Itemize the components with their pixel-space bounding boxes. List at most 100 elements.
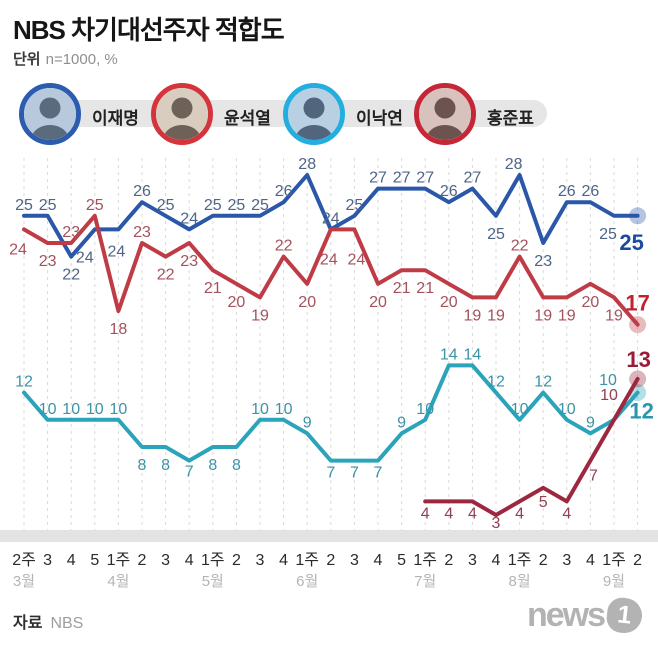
avatar-icon [156,88,208,140]
data-label: 4 [515,505,524,522]
data-label: 8 [161,457,170,474]
chart-line-hong-jun-pyo [423,377,640,517]
data-label: 23 [534,253,552,270]
data-label: 7 [374,465,383,482]
data-label: 24 [322,210,340,227]
data-label: 27 [464,170,482,187]
chart-line-lee-nak-yeon [22,363,640,463]
unit-label: 단위 [13,51,41,68]
data-label: 22 [157,267,175,284]
week-tick-label: 3 [161,552,170,569]
month-tick-label: 4월 [107,573,129,590]
week-tick-label: 4 [67,552,76,569]
data-label: 8 [208,457,217,474]
data-label: 10 [511,401,529,418]
data-label: 10 [600,387,618,404]
data-label: 22 [275,238,293,255]
data-label: 7 [350,465,359,482]
data-label: 19 [251,307,269,324]
data-label: 10 [416,401,434,418]
data-label: 25 [251,197,269,214]
data-label: 23 [62,224,80,241]
week-tick-label: 3 [256,552,265,569]
candidate-name: 윤석열 [224,109,271,128]
data-label: 19 [534,307,552,324]
data-label: 24 [9,241,27,258]
week-tick-label: 2 [232,552,241,569]
data-label: 21 [204,280,222,297]
data-label: 12 [15,374,33,391]
week-tick-label: 4 [492,552,501,569]
data-label: 14 [464,346,482,363]
news1-logo-word: news [526,596,606,634]
week-tick-label: 4 [374,552,383,569]
data-label: 19 [558,307,576,324]
avatar-icon [288,88,340,140]
data-label: 19 [464,307,482,324]
week-tick-label: 4 [586,552,595,569]
data-label: 27 [369,170,387,187]
endpoint-dot-lee-jae-myung [629,207,647,225]
data-label: 26 [558,183,576,200]
week-tick-label: 3 [43,552,52,569]
data-label: 9 [303,414,312,431]
data-label: 7 [589,468,598,485]
candidate-name: 홍준표 [487,109,534,128]
data-label: 17 [625,291,649,316]
data-label: 10 [275,401,293,418]
data-label: 25 [204,197,222,214]
value-labels-yoon-suk-yeol: 24 23 23 25 18 23 22 23 21 20 19 22 20 24 24 20 21 21 20 19… [9,197,650,338]
week-tick-label: 1주 [508,552,532,569]
month-tick-label: 6월 [296,573,318,590]
week-tick-label: 4 [185,552,194,569]
data-label: 21 [393,280,411,297]
gridlines [23,158,639,530]
avatar-icon [419,88,471,140]
data-label: 5 [539,494,548,511]
data-label: 20 [298,294,316,311]
data-label: 25 [15,197,33,214]
data-label: 10 [110,401,128,418]
data-label: 8 [232,457,241,474]
candidate-photo-4 [414,83,476,145]
axis-baseline-strip [0,530,658,542]
avatar-icon [24,88,76,140]
unit-note: 단위 n=1000, % [13,48,118,69]
week-tick-label: 4 [279,552,288,569]
source-value: NBS [50,615,84,632]
data-label: 26 [440,183,458,200]
data-label: 4 [468,505,477,522]
data-label: 26 [582,183,600,200]
source-note: 자료 NBS [13,609,83,633]
data-label: 10 [251,401,269,418]
candidate-photo-2 [151,83,213,145]
data-label: 18 [110,321,128,338]
data-label: 22 [62,267,80,284]
data-label: 12 [487,374,505,391]
week-tick-label: 5 [90,552,99,569]
data-label: 25 [346,197,364,214]
week-tick-label: 1주 [107,552,131,569]
week-tick-label: 2 [138,552,147,569]
endpoint-dot-yoon-suk-yeol [629,316,647,334]
data-label: 24 [76,249,94,266]
data-label: 23 [39,253,57,270]
data-label: 4 [562,505,571,522]
endpoint-dot-hong-jun-pyo [629,370,647,388]
data-label: 25 [86,197,104,214]
data-label: 23 [133,224,151,241]
data-label: 20 [440,294,458,311]
data-label: 10 [39,401,57,418]
data-label: 20 [369,294,387,311]
month-tick-label: 5월 [202,573,224,590]
week-tick-label: 1주 [295,552,319,569]
data-label: 14 [440,346,458,363]
data-label: 26 [133,183,151,200]
x-axis-month-labels: 3월 4월 5월 6월 7월 8월 9월 [13,573,625,590]
week-tick-label: 3 [562,552,571,569]
data-label: 12 [534,374,552,391]
data-label: 24 [180,210,198,227]
